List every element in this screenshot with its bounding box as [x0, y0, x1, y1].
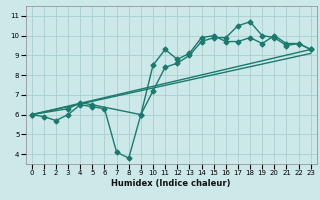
X-axis label: Humidex (Indice chaleur): Humidex (Indice chaleur) [111, 179, 231, 188]
